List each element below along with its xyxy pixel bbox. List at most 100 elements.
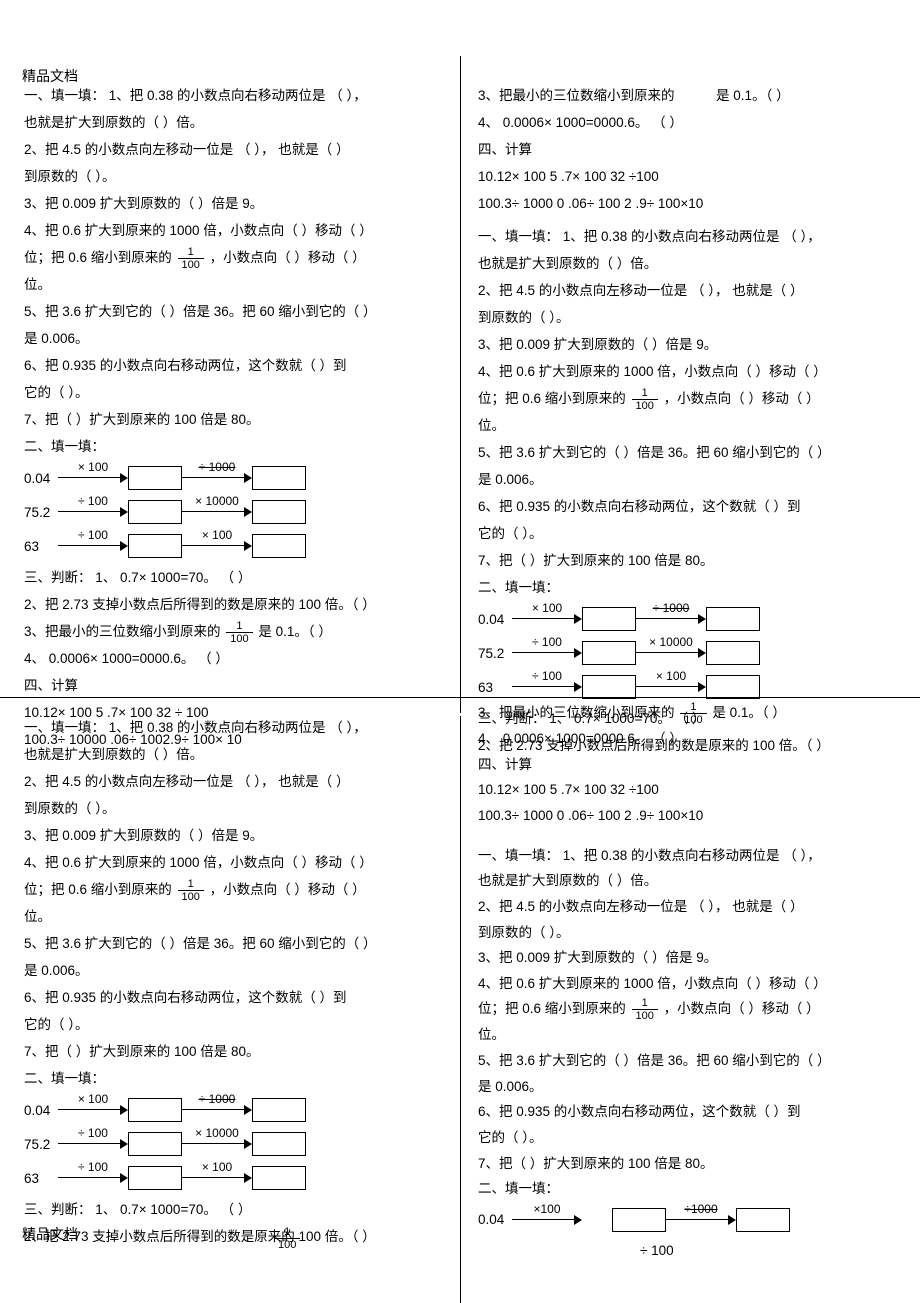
answer-box[interactable] <box>128 1098 182 1122</box>
dg-start: 0.04 <box>24 465 58 492</box>
dg-start: 0.04 <box>24 1097 58 1124</box>
arrow-label: ÷ 100 <box>58 529 128 541</box>
q6-text: 6、把 0.935 的小数点向右移动两位，这个数就（ ）到 <box>24 984 452 1011</box>
fraction-1-100: 1100 <box>680 701 706 726</box>
q1-text: 一、填一填： 1、把 0.38 的小数点向右移动两位是 （ ）， <box>24 82 452 109</box>
s4-title: 四、计算 <box>24 672 452 699</box>
frac-den: 100 <box>178 259 204 271</box>
s3-post: 是 0.1。（ ） <box>258 624 332 639</box>
q4-pre: 位；把 0.6 缩小到原来的 <box>478 1001 626 1016</box>
s3-l1: 三、判断： 1、 0.7× 1000=70。 （ ） <box>24 564 452 591</box>
arrow-icon: ÷ 1000 <box>182 1095 252 1125</box>
q4-text: 位。 <box>478 412 906 439</box>
frac-den: 100 <box>632 1010 658 1022</box>
fraction-1-100: 1100 <box>178 878 204 903</box>
q5-text: 5、把 3.6 扩大到它的（ ）倍是 36。把 60 缩小到它的（ ） <box>478 439 906 466</box>
q3-text: 3、把 0.009 扩大到原数的（ ）倍是 9。 <box>478 331 906 358</box>
answer-box[interactable] <box>706 607 760 631</box>
answer-box[interactable] <box>582 641 636 665</box>
q2-text: 2、把 4.5 的小数点向左移动一位是 （ ）， 也就是（ ） <box>478 894 906 920</box>
answer-box[interactable] <box>706 675 760 699</box>
q6-text: 它的（ ）。 <box>478 1125 906 1151</box>
fraction-1-100: 1100 <box>178 246 204 271</box>
answer-box[interactable] <box>128 534 182 558</box>
frac-num: 1 <box>274 1226 300 1239</box>
arrow-label: × 100 <box>182 529 252 541</box>
q1-text: 也就是扩大到原数的（ ）倍。 <box>478 868 906 894</box>
s4-l1: 10.12× 100 5 .7× 100 32 ÷100 <box>478 163 906 190</box>
frac-num: 1 <box>632 997 658 1010</box>
section2-title: 二、填一填： <box>478 574 906 601</box>
answer-box[interactable] <box>252 500 306 524</box>
q5-text: 是 0.006。 <box>24 325 452 352</box>
answer-box[interactable] <box>128 1132 182 1156</box>
q5-text: 5、把 3.6 扩大到它的（ ）倍是 36。把 60 缩小到它的（ ） <box>24 930 452 957</box>
arrow-icon: ÷ 100 <box>512 638 582 668</box>
q4-post: ，小数点向（ ）移动（ ） <box>210 250 366 265</box>
overflow-fraction: 1100 <box>272 1224 302 1251</box>
arrow-label: ÷ 1000 <box>182 461 252 473</box>
s3-l3: 3、把最小的三位数缩小到原来的 是 0.1。（ ） <box>478 82 906 109</box>
arrow-label: ÷ 1000 <box>636 602 706 614</box>
answer-box[interactable] <box>706 641 760 665</box>
q1-text: 一、填一填： 1、把 0.38 的小数点向右移动两位是 （ ）， <box>478 223 906 250</box>
answer-box[interactable] <box>252 1166 306 1190</box>
answer-box[interactable] <box>128 1166 182 1190</box>
vertical-divider-top <box>460 56 461 713</box>
arrow-label: ÷ 100 <box>58 1127 128 1139</box>
arrow-icon: × 10000 <box>636 638 706 668</box>
arrow-label: × 100 <box>58 461 128 473</box>
s4-title: 四、计算 <box>478 136 906 163</box>
q2-text: 2、把 4.5 的小数点向左移动一位是 （ ）， 也就是（ ） <box>24 768 452 795</box>
answer-box[interactable] <box>582 607 636 631</box>
q2-text: 到原数的（ ）。 <box>478 920 906 946</box>
answer-box[interactable] <box>252 1132 306 1156</box>
quadrant-bottom-right: 3、把最小的三位数缩小到原来的 1100 是 0.1。（ ） 4、 0.0006… <box>470 700 914 1264</box>
arrow-icon: × 100 <box>182 531 252 561</box>
q1-text: 一、填一填： 1、把 0.38 的小数点向右移动两位是 （ ）， <box>478 843 906 869</box>
arrow-icon: ×100 <box>512 1205 582 1235</box>
s3-l2: 2、把 2.73 支掉小数点后所得到的数是原来的 100 倍。（ ） <box>24 1223 452 1250</box>
q5-text: 是 0.006。 <box>478 466 906 493</box>
answer-box[interactable] <box>612 1208 666 1232</box>
q1-text: 也就是扩大到原数的（ ）倍。 <box>24 741 452 768</box>
frac-den: 100 <box>178 891 204 903</box>
answer-box[interactable] <box>736 1208 790 1232</box>
s3-l2: 2、把 2.73 支掉小数点后所得到的数是原来的 100 倍。（ ） <box>24 591 452 618</box>
arrow-label: ÷1000 <box>666 1203 736 1215</box>
arrow-icon: ÷ 100 <box>58 497 128 527</box>
q6-text: 它的（ ）。 <box>478 520 906 547</box>
q4-text: 位。 <box>24 271 452 298</box>
arrow-icon: ÷ 100 <box>512 672 582 702</box>
arrow-icon: × 100 <box>512 604 582 634</box>
arrow-icon: × 100 <box>182 1163 252 1193</box>
section2-title: 二、填一填： <box>478 1176 906 1202</box>
dg-start: 63 <box>478 674 512 701</box>
q6-text: 6、把 0.935 的小数点向右移动两位，这个数就（ ）到 <box>478 1099 906 1125</box>
q4-text: 位；把 0.6 缩小到原来的 1100 ，小数点向（ ）移动（ ） <box>24 876 452 903</box>
arrow-label: ÷ 100 <box>58 1161 128 1173</box>
page: 精品文档 精品文档 一、填一填： 1、把 0.38 的小数点向右移动两位是 （ … <box>0 0 920 1303</box>
frac-den: 100 <box>632 400 658 412</box>
q4-text: 位；把 0.6 缩小到原来的 1100 ，小数点向（ ）移动（ ） <box>478 385 906 412</box>
arrow-icon: ÷ 1000 <box>636 604 706 634</box>
s3-l3: 3、把最小的三位数缩小到原来的 1100 是 0.1。（ ） <box>478 700 906 726</box>
answer-box[interactable] <box>582 675 636 699</box>
q4-pre: 位；把 0.6 缩小到原来的 <box>478 391 626 406</box>
q4-text: 位。 <box>24 903 452 930</box>
q3-text: 3、把 0.009 扩大到原数的（ ）倍是 9。 <box>24 190 452 217</box>
frac-den: 100 <box>226 633 252 645</box>
answer-box[interactable] <box>128 500 182 524</box>
q4-pre: 位；把 0.6 缩小到原来的 <box>24 882 172 897</box>
fraction-1-100: 1100 <box>632 997 658 1022</box>
quadrant-top-left: 一、填一填： 1、把 0.38 的小数点向右移动两位是 （ ）， 也就是扩大到原… <box>16 82 460 753</box>
answer-box[interactable] <box>252 466 306 490</box>
answer-box[interactable] <box>252 534 306 558</box>
answer-box[interactable] <box>252 1098 306 1122</box>
quadrant-top-right: 3、把最小的三位数缩小到原来的 是 0.1。（ ） 4、 0.0006× 100… <box>470 82 914 759</box>
diagram-row-2: 75.2 ÷ 100 × 10000 <box>478 637 906 669</box>
diagram-row-1: 0.04 × 100 ÷ 1000 <box>24 1094 452 1126</box>
answer-box[interactable] <box>128 466 182 490</box>
diagram-row-3: 63 ÷ 100 × 100 <box>478 671 906 703</box>
fraction-1-100: 1100 <box>632 387 658 412</box>
